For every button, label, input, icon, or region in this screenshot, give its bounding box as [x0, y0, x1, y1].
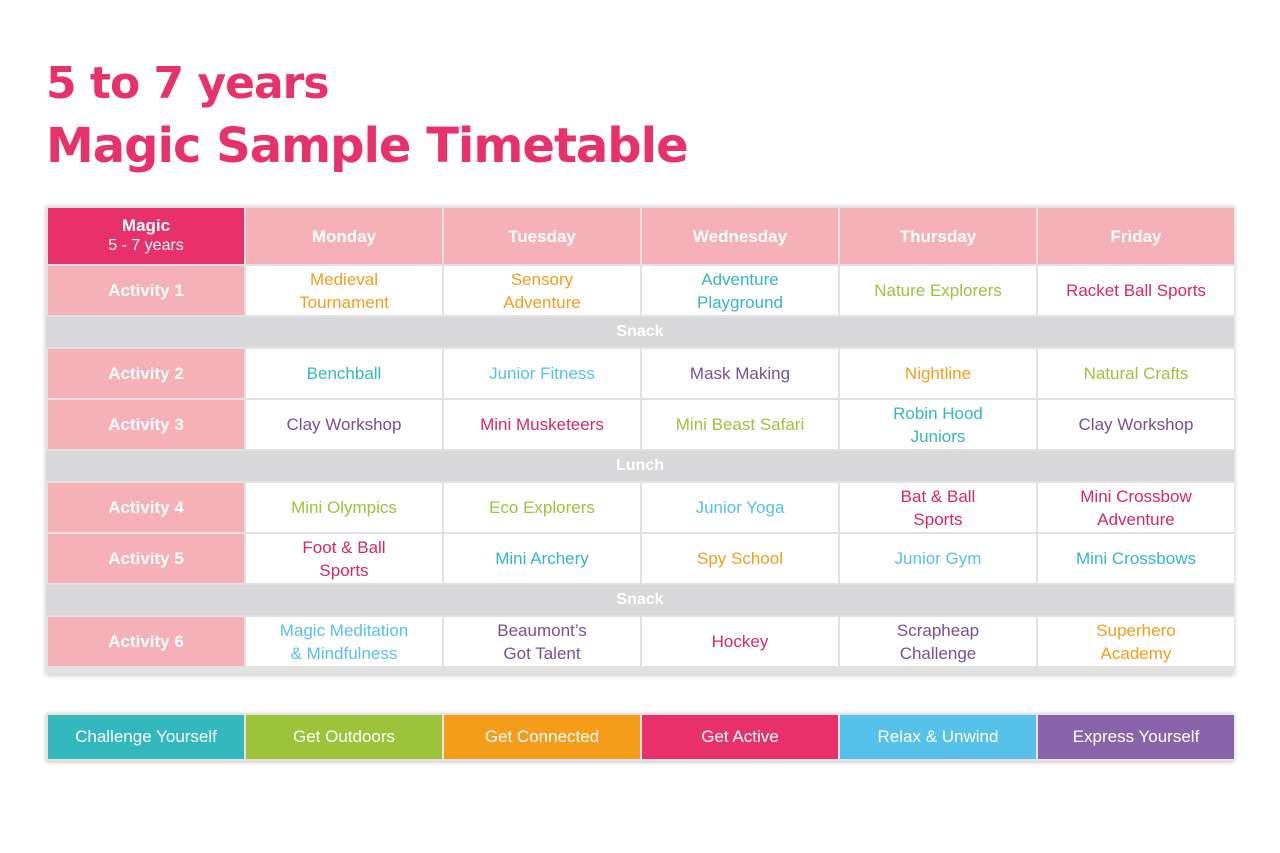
- page-title-age-range: 5 to 7 years: [46, 58, 330, 109]
- corner-subtitle: 5 - 7 years: [108, 237, 184, 254]
- activity-cell: Nature Explorers: [840, 266, 1036, 315]
- activity-cell: Junior Yoga: [642, 483, 838, 532]
- cell-text: Mini Musketeers: [480, 415, 604, 434]
- break-row-lunch: Lunch: [46, 451, 1234, 481]
- activity-cell: Adventure Playground: [642, 266, 838, 315]
- cell-text: Nature Explorers: [874, 281, 1002, 300]
- cell-text: Junior Gym: [894, 549, 982, 568]
- activity-cell: Robin Hood Juniors: [840, 400, 1036, 449]
- activity-label: Activity 4: [48, 483, 244, 532]
- cell-text: Clay Workshop: [286, 415, 402, 434]
- cell-text: Bat & Ball Sports: [900, 486, 976, 529]
- cell-text: Beaumont’s Got Talent: [497, 620, 587, 663]
- break-row-snack: Snack: [46, 317, 1234, 347]
- cell-text: Mask Making: [689, 364, 791, 383]
- activity-cell: Scrapheap Challenge: [840, 617, 1036, 666]
- activity-cell: Eco Explorers: [444, 483, 640, 532]
- activity-cell: Magic Meditation & Mindfulness: [246, 617, 442, 666]
- cell-text: Robin Hood Juniors: [893, 403, 983, 446]
- cell-text: Adventure Playground: [696, 269, 783, 312]
- corner-cell: Magic 5 - 7 years: [48, 208, 244, 264]
- table-row: Activity 1 Medieval Tournament Sensory Adven…: [46, 266, 1234, 315]
- cell-text: Foot & Ball Sports: [302, 537, 386, 580]
- activity-label: Activity 2: [48, 349, 244, 398]
- activity-cell: Bat & Ball Sports: [840, 483, 1036, 532]
- legend-item-get-active: Get Active: [642, 715, 838, 759]
- cell-text: Clay Workshop: [1078, 415, 1194, 434]
- activity-cell: Nightline: [840, 349, 1036, 398]
- activity-label: Activity 6: [48, 617, 244, 666]
- cell-text: Mini Archery: [495, 549, 589, 568]
- cell-text: Spy School: [697, 549, 783, 568]
- activity-cell: Hockey: [642, 617, 838, 666]
- cell-text: Mini Crossbows: [1076, 549, 1196, 568]
- cell-text: Superhero Academy: [1096, 620, 1176, 663]
- activity-cell: Spy School: [642, 534, 838, 583]
- activity-label: Activity 5: [48, 534, 244, 583]
- cell-text: Benchball: [306, 364, 382, 383]
- cell-text: Scrapheap Challenge: [896, 620, 980, 663]
- activity-cell: Benchball: [246, 349, 442, 398]
- header-row: Magic 5 - 7 years Monday Tuesday Wednesday Th…: [46, 208, 1234, 264]
- activity-cell: Clay Workshop: [246, 400, 442, 449]
- activity-cell: Mini Beast Safari: [642, 400, 838, 449]
- activity-cell: Mini Musketeers: [444, 400, 640, 449]
- cell-text: Junior Yoga: [695, 498, 785, 517]
- day-header-wednesday: Wednesday: [642, 208, 838, 264]
- activity-cell: Mini Olympics: [246, 483, 442, 532]
- cell-text: Eco Explorers: [489, 498, 595, 517]
- day-header-thursday: Thursday: [840, 208, 1036, 264]
- legend-item-get-outdoors: Get Outdoors: [246, 715, 442, 759]
- category-legend: Challenge Yourself Get Outdoors Get Connec…: [46, 713, 1234, 761]
- cell-text: Mini Beast Safari: [675, 415, 805, 434]
- cell-text: Mini Crossbow Adventure: [1080, 486, 1192, 529]
- legend-item-express-yourself: Express Yourself: [1038, 715, 1234, 759]
- timetable: Magic 5 - 7 years Monday Tuesday Wednesday Th…: [46, 206, 1234, 674]
- legend-item-relax-unwind: Relax & Unwind: [840, 715, 1036, 759]
- activity-label: Activity 3: [48, 400, 244, 449]
- activity-cell: Mini Crossbow Adventure: [1038, 483, 1234, 532]
- cell-text: Magic Meditation & Mindfulness: [279, 620, 409, 663]
- cell-text: Mini Olympics: [291, 498, 397, 517]
- activity-cell: Natural Crafts: [1038, 349, 1234, 398]
- activity-cell: Mini Archery: [444, 534, 640, 583]
- cell-text: Natural Crafts: [1083, 364, 1189, 383]
- activity-cell: Beaumont’s Got Talent: [444, 617, 640, 666]
- day-header-friday: Friday: [1038, 208, 1234, 264]
- table-row: Activity 6 Magic Meditation & Mindfulness B…: [46, 617, 1234, 666]
- activity-cell: Mask Making: [642, 349, 838, 398]
- table-row: Activity 2 Benchball Junior Fitness Mask Ma…: [46, 349, 1234, 398]
- activity-cell: Superhero Academy: [1038, 617, 1234, 666]
- activity-cell: Junior Fitness: [444, 349, 640, 398]
- day-header-tuesday: Tuesday: [444, 208, 640, 264]
- activity-cell: Mini Crossbows: [1038, 534, 1234, 583]
- activity-cell: Racket Ball Sports: [1038, 266, 1234, 315]
- day-header-monday: Monday: [246, 208, 442, 264]
- corner-title: Magic: [121, 216, 171, 235]
- activity-cell: Junior Gym: [840, 534, 1036, 583]
- cell-text: Sensory Adventure: [503, 269, 581, 312]
- legend-item-get-connected: Get Connected: [444, 715, 640, 759]
- activity-cell: Sensory Adventure: [444, 266, 640, 315]
- cell-text: Hockey: [711, 632, 769, 651]
- cell-text: Racket Ball Sports: [1066, 281, 1206, 300]
- cell-text: Junior Fitness: [489, 364, 595, 383]
- break-row-snack: Snack: [46, 585, 1234, 615]
- activity-cell: Foot & Ball Sports: [246, 534, 442, 583]
- cell-text: Nightline: [904, 364, 972, 383]
- table-row: Activity 5 Foot & Ball Sports Mini Archery S…: [46, 534, 1234, 583]
- activity-cell: Clay Workshop: [1038, 400, 1234, 449]
- activity-cell: Medieval Tournament: [246, 266, 442, 315]
- activity-label: Activity 1: [48, 266, 244, 315]
- page-title: Magic Sample Timetable: [46, 118, 689, 174]
- table-row: Activity 4 Mini Olympics Eco Explorers Juni…: [46, 483, 1234, 532]
- table-row: Activity 3 Clay Workshop Mini Musketeers Mi…: [46, 400, 1234, 449]
- legend-item-challenge-yourself: Challenge Yourself: [48, 715, 244, 759]
- cell-text: Medieval Tournament: [299, 269, 389, 312]
